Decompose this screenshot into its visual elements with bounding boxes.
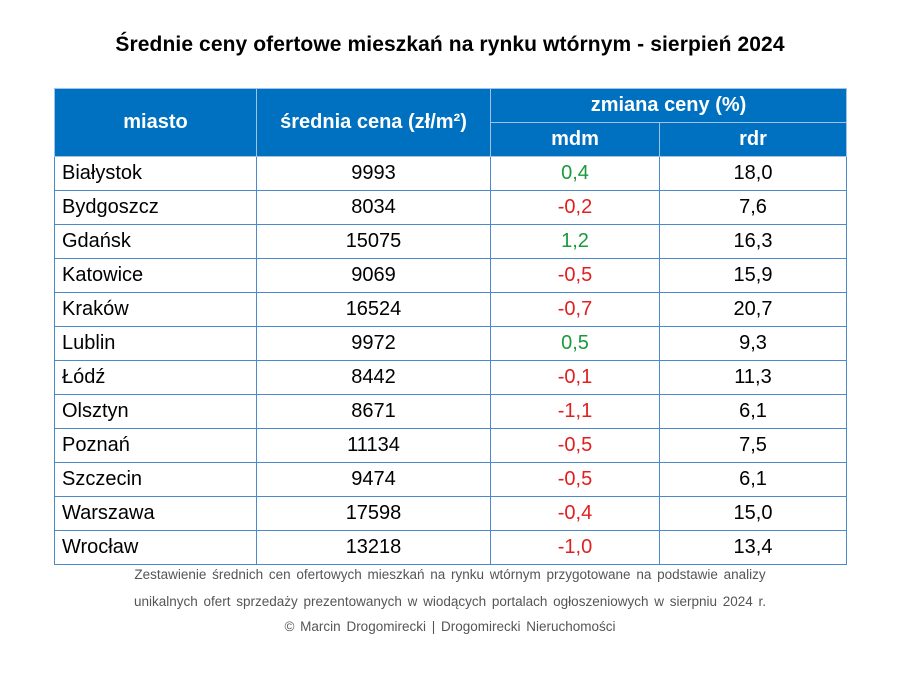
cell-rdr: 7,5 — [658, 428, 848, 463]
table-row: Łódź 8442 -0,1 11,3 — [54, 360, 848, 395]
cell-city: Katowice — [54, 258, 257, 293]
cell-rdr: 13,4 — [658, 530, 848, 565]
table-row: Białystok 9993 0,4 18,0 — [54, 156, 848, 191]
cell-price: 9069 — [256, 258, 491, 293]
table-row: Warszawa 17598 -0,4 15,0 — [54, 496, 848, 531]
cell-price: 13218 — [256, 530, 491, 565]
cell-city: Białystok — [54, 156, 257, 191]
cell-rdr: 11,3 — [658, 360, 848, 395]
cell-rdr: 9,3 — [658, 326, 848, 361]
column-header-mdm: mdm — [490, 122, 660, 157]
cell-price: 8034 — [256, 190, 491, 225]
cell-price: 9972 — [256, 326, 491, 361]
price-table: miasto średnia cena (zł/m²) zmiana ceny … — [54, 88, 848, 565]
cell-price: 17598 — [256, 496, 491, 531]
cell-mdm: -1,1 — [490, 394, 660, 429]
cell-mdm: -1,0 — [490, 530, 660, 565]
table-row: Gdańsk 15075 1,2 16,3 — [54, 224, 848, 259]
cell-rdr: 15,0 — [658, 496, 848, 531]
column-header-rdr: rdr — [658, 122, 848, 157]
table-header: miasto średnia cena (zł/m²) zmiana ceny … — [54, 88, 848, 157]
cell-price: 16524 — [256, 292, 491, 327]
cell-mdm: -0,2 — [490, 190, 660, 225]
column-header-city: miasto — [54, 88, 257, 157]
cell-mdm: -0,5 — [490, 462, 660, 497]
cell-city: Łódź — [54, 360, 257, 395]
table-row: Olsztyn 8671 -1,1 6,1 — [54, 394, 848, 429]
table-row: Lublin 9972 0,5 9,3 — [54, 326, 848, 361]
cell-mdm: 0,4 — [490, 156, 660, 191]
table-row: Poznań 11134 -0,5 7,5 — [54, 428, 848, 463]
cell-mdm: -0,5 — [490, 428, 660, 463]
cell-price: 8671 — [256, 394, 491, 429]
table-row: Bydgoszcz 8034 -0,2 7,6 — [54, 190, 848, 225]
cell-rdr: 15,9 — [658, 258, 848, 293]
footnote-line-1: Zestawienie średnich cen ofertowych mies… — [134, 567, 766, 582]
table-body: Białystok 9993 0,4 18,0 Bydgoszcz 8034 -0,2 7,6… — [54, 156, 848, 565]
cell-city: Poznań — [54, 428, 257, 463]
cell-city: Warszawa — [54, 496, 257, 531]
cell-rdr: 6,1 — [658, 394, 848, 429]
cell-price: 15075 — [256, 224, 491, 259]
table-row: Szczecin 9474 -0,5 6,1 — [54, 462, 848, 497]
cell-mdm: -0,4 — [490, 496, 660, 531]
cell-price: 11134 — [256, 428, 491, 463]
table-row: Katowice 9069 -0,5 15,9 — [54, 258, 848, 293]
cell-mdm: -0,7 — [490, 292, 660, 327]
cell-city: Lublin — [54, 326, 257, 361]
footnote-copyright: © Marcin Drogomirecki | Drogomirecki Nie… — [284, 619, 616, 634]
cell-city: Bydgoszcz — [54, 190, 257, 225]
cell-mdm: -0,5 — [490, 258, 660, 293]
cell-city: Kraków — [54, 292, 257, 327]
cell-price: 9993 — [256, 156, 491, 191]
cell-rdr: 20,7 — [658, 292, 848, 327]
cell-price: 9474 — [256, 462, 491, 497]
cell-price: 8442 — [256, 360, 491, 395]
cell-rdr: 7,6 — [658, 190, 848, 225]
cell-mdm: 1,2 — [490, 224, 660, 259]
cell-mdm: -0,1 — [490, 360, 660, 395]
column-header-price: średnia cena (zł/m²) — [256, 88, 491, 157]
column-header-price-change: zmiana ceny (%) — [489, 88, 848, 123]
footnote-line-2: unikalnych ofert sprzedaży prezentowanyc… — [133, 594, 767, 609]
cell-city: Gdańsk — [54, 224, 257, 259]
page-title: Średnie ceny ofertowe mieszkań na rynku … — [115, 33, 785, 56]
cell-mdm: 0,5 — [490, 326, 660, 361]
table-row: Kraków 16524 -0,7 20,7 — [54, 292, 848, 327]
cell-rdr: 6,1 — [658, 462, 848, 497]
cell-city: Olsztyn — [54, 394, 257, 429]
table-row: Wrocław 13218 -1,0 13,4 — [54, 530, 848, 565]
cell-city: Wrocław — [54, 530, 257, 565]
cell-rdr: 18,0 — [658, 156, 848, 191]
cell-rdr: 16,3 — [658, 224, 848, 259]
cell-city: Szczecin — [54, 462, 257, 497]
